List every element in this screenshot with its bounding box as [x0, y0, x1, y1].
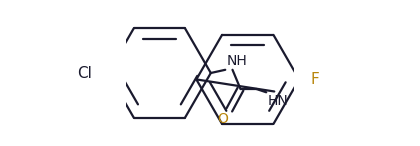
- Text: O: O: [217, 112, 228, 126]
- Text: F: F: [310, 72, 319, 87]
- Text: HN: HN: [268, 94, 289, 108]
- Text: Cl: Cl: [77, 66, 92, 80]
- Text: NH: NH: [227, 54, 248, 68]
